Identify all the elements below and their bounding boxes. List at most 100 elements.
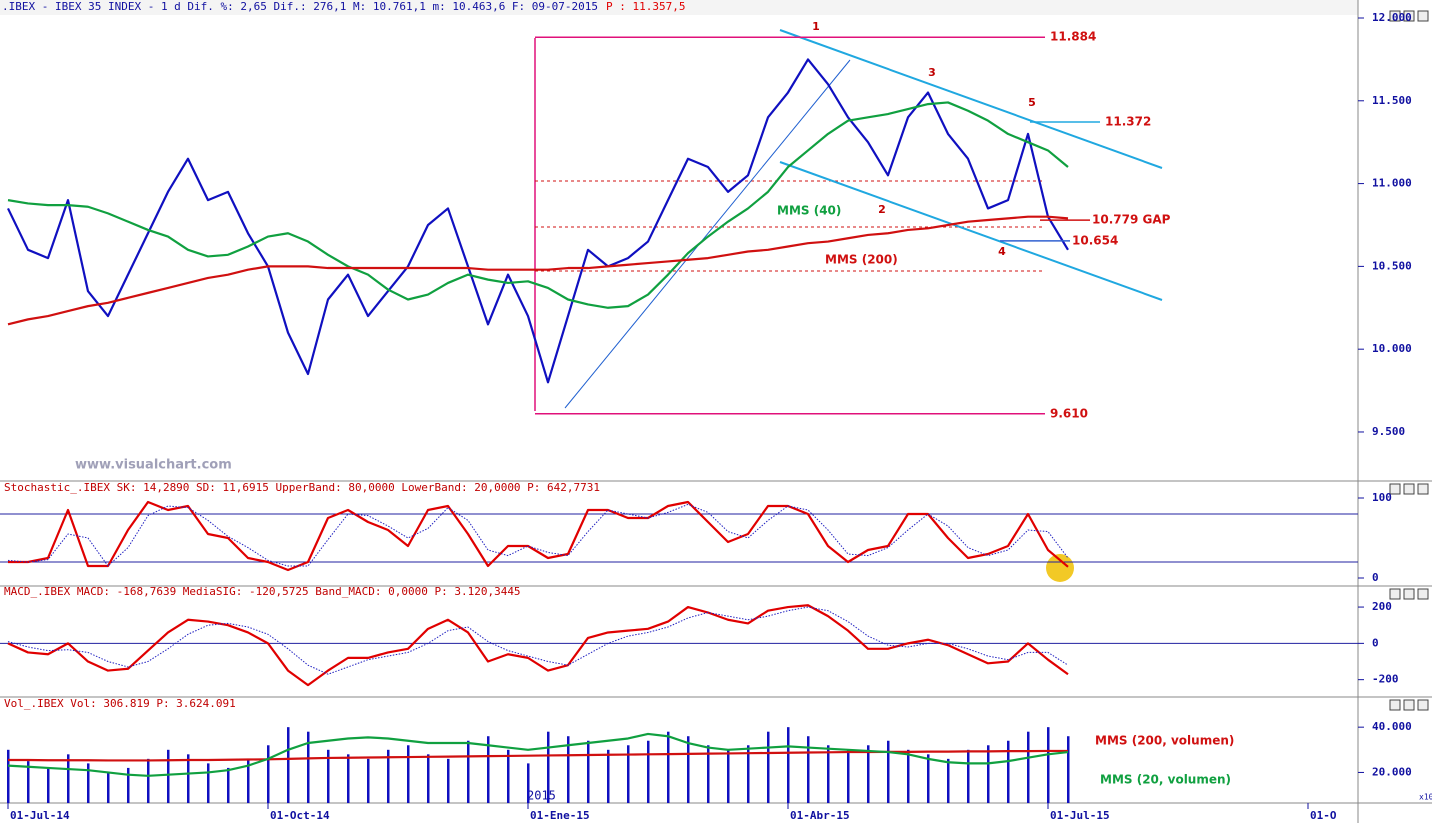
series-label: MMS (40) <box>777 204 841 218</box>
volume-bar <box>1027 731 1030 803</box>
minimize-button[interactable] <box>1389 588 1401 600</box>
level-label: 10.654 <box>1072 233 1118 247</box>
y-tick-label: 100 <box>1372 491 1392 504</box>
close-button[interactable] <box>1417 483 1429 495</box>
x-tick-label: 01-O <box>1310 809 1337 822</box>
volume-bar <box>667 731 670 803</box>
close-button[interactable] <box>1417 699 1429 711</box>
x-tick-label: 01-Jul-14 <box>10 809 70 822</box>
series-line <box>7 101 1069 309</box>
trend-line <box>564 59 851 409</box>
y-tick-label: 10.000 <box>1372 342 1412 355</box>
series-line <box>7 604 1069 687</box>
header-price: P : 11.357,5 <box>606 0 685 13</box>
maximize-button[interactable] <box>1403 10 1415 22</box>
maximize-button[interactable] <box>1403 588 1415 600</box>
volume-bar <box>627 745 630 803</box>
volume-bar <box>67 754 70 803</box>
panel-title: MACD_.IBEX MACD: -168,7639 MediaSIG: -12… <box>4 585 521 598</box>
level-label: 11.884 <box>1050 30 1096 44</box>
volume-bar <box>587 740 590 803</box>
volume-bar <box>247 758 250 803</box>
y-tick-label: 0 <box>1372 636 1379 649</box>
y-tick-label: 11.000 <box>1372 177 1412 190</box>
volume-bar <box>927 754 930 803</box>
volume-bar <box>187 754 190 803</box>
close-button[interactable] <box>1417 588 1429 600</box>
scale-note: x10 <box>1419 793 1432 802</box>
volume-bar <box>327 749 330 803</box>
volume-bar <box>467 740 470 803</box>
volume-bar <box>907 749 910 803</box>
volume-bar <box>107 772 110 803</box>
close-button[interactable] <box>1417 10 1429 22</box>
volume-bar <box>7 749 10 803</box>
minimize-button[interactable] <box>1389 699 1401 711</box>
volume-bar <box>207 763 210 803</box>
y-tick-label: 40.000 <box>1372 720 1412 733</box>
plot-area <box>0 500 1358 572</box>
volume-bar <box>1067 736 1070 803</box>
series-label: MMS (20, volumen) <box>1100 773 1231 787</box>
volume-bar <box>407 745 410 803</box>
y-tick-label: 0 <box>1372 571 1379 584</box>
volume-bar <box>267 745 270 803</box>
y-tick-label: 10.500 <box>1372 259 1412 272</box>
volume-bar <box>887 740 890 803</box>
volume-bar <box>647 740 650 803</box>
minimize-button[interactable] <box>1389 10 1401 22</box>
volume-bar <box>727 749 730 803</box>
volume-bar <box>367 758 370 803</box>
y-tick-label: 11.500 <box>1372 94 1412 107</box>
volume-bar <box>427 754 430 803</box>
volume-bar <box>307 731 310 803</box>
x-tick-label: 01-Jul-15 <box>1050 809 1110 822</box>
header-bar <box>0 0 1358 15</box>
y-tick-label: 200 <box>1372 600 1392 613</box>
level-label: 9.610 <box>1050 406 1088 420</box>
wave-label: 5 <box>1028 96 1036 109</box>
series-label: MMS (200) <box>825 253 898 267</box>
plot-area <box>0 604 1358 687</box>
volume-bar <box>967 749 970 803</box>
volume-bar <box>387 749 390 803</box>
maximize-button[interactable] <box>1403 483 1415 495</box>
volume-bar <box>787 727 790 803</box>
x-tick-label: 01-Oct-14 <box>270 809 330 822</box>
wave-label: 1 <box>812 20 820 33</box>
level-label: 10.779 GAP <box>1092 213 1171 227</box>
minimize-button[interactable] <box>1389 483 1401 495</box>
volume-bar <box>607 749 610 803</box>
year-marker: 2015 <box>527 789 556 803</box>
volume-bar <box>507 749 510 803</box>
trend-line <box>779 29 1163 169</box>
volume-bar <box>147 758 150 803</box>
volume-bar <box>547 731 550 803</box>
plot-area <box>7 58 1069 384</box>
y-tick-label: 9.500 <box>1372 425 1405 438</box>
wave-label: 2 <box>878 203 886 216</box>
level-label: 11.372 <box>1105 114 1151 128</box>
volume-bar <box>567 736 570 803</box>
maximize-button[interactable] <box>1403 699 1415 711</box>
plot-area <box>7 727 1070 803</box>
series-line <box>7 503 1069 567</box>
y-tick-label: 12.000 <box>1372 11 1412 24</box>
volume-bar <box>87 763 90 803</box>
window-buttons <box>1389 10 1429 711</box>
series-label: MMS (200, volumen) <box>1095 734 1234 748</box>
volume-bar <box>987 745 990 803</box>
volume-bar <box>847 749 850 803</box>
volume-bar <box>767 731 770 803</box>
series-line <box>8 500 1069 572</box>
wave-label: 4 <box>998 245 1006 258</box>
volume-bar <box>827 745 830 803</box>
volume-bar <box>347 754 350 803</box>
volume-bar <box>947 758 950 803</box>
volume-bar <box>287 727 290 803</box>
volume-bar <box>27 761 30 803</box>
volume-bar <box>227 767 230 803</box>
volume-bar <box>687 736 690 803</box>
